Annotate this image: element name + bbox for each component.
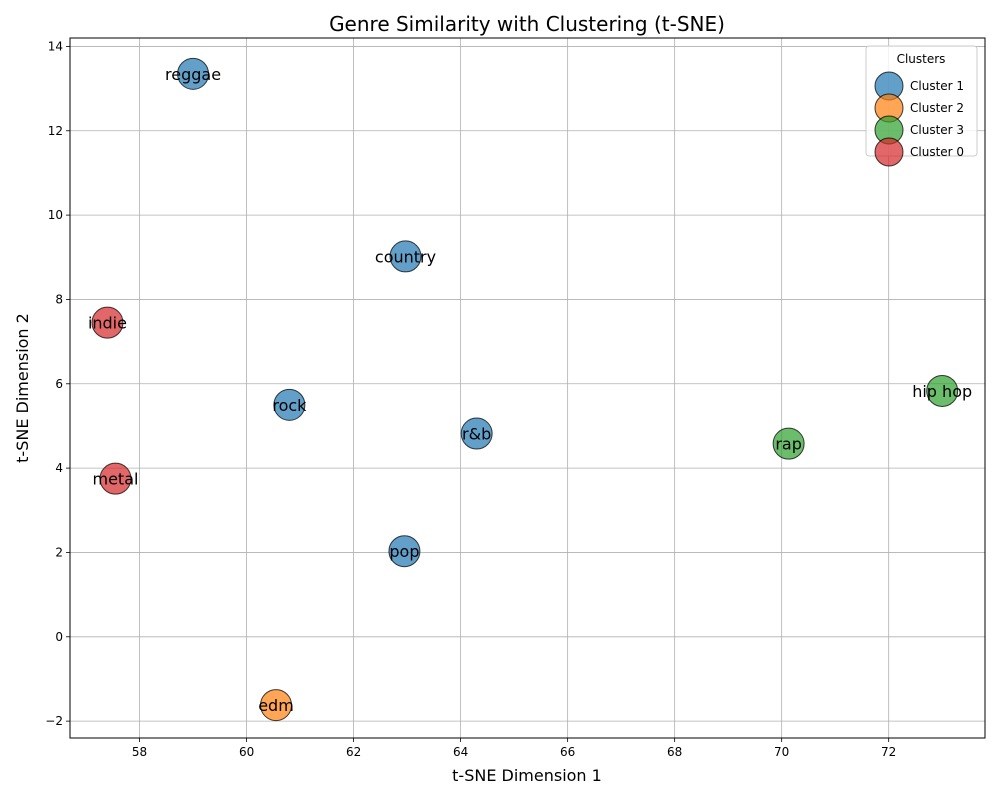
point-label: metal <box>93 470 139 489</box>
x-tick-label: 70 <box>774 745 789 759</box>
legend-items: Cluster 1 Cluster 2 Cluster 3 Cluster 0 <box>874 71 964 167</box>
y-tick-label: 4 <box>55 461 63 475</box>
point-label: reggae <box>165 65 221 84</box>
x-tick-label: 60 <box>239 745 254 759</box>
data-point-rock <box>273 388 306 421</box>
y-axis-label: t-SNE Dimension 2 <box>13 313 32 463</box>
chart-title: Genre Similarity with Clustering (t-SNE) <box>329 12 725 36</box>
y-tick-label: 10 <box>48 208 63 222</box>
plot-frame <box>69 37 986 739</box>
x-tick-label: 68 <box>667 745 682 759</box>
data-point-indie <box>91 306 124 339</box>
data-point-country <box>389 240 422 273</box>
point-label: rap <box>775 435 802 454</box>
x-axis-label: t-SNE Dimension 1 <box>452 766 602 785</box>
point-label: rock <box>272 396 307 415</box>
y-tick-label: 8 <box>55 292 63 306</box>
x-tick-label: 58 <box>132 745 147 759</box>
data-point-hip-hop <box>926 374 959 407</box>
point-label: edm <box>258 696 294 715</box>
y-tick-label: 12 <box>48 124 63 138</box>
grid-lines <box>70 38 985 738</box>
point-label: pop <box>389 542 419 561</box>
point-label: indie <box>88 314 127 333</box>
y-tick-label: −2 <box>45 714 63 728</box>
point-label: hip hop <box>912 382 972 401</box>
data-point-edm <box>260 689 293 722</box>
data-point-rap <box>772 427 805 460</box>
data-point-r-b <box>460 417 493 450</box>
data-point-reggae <box>177 57 210 90</box>
point-labels: reggae country rock r&b pop edm rap hip hop indi… <box>88 65 972 715</box>
x-tick-label: 72 <box>881 745 896 759</box>
point-label: r&b <box>462 425 491 444</box>
data-point-metal <box>99 462 132 495</box>
legend-entry: Cluster 1 <box>910 79 964 93</box>
x-tick-label: 64 <box>453 745 468 759</box>
x-tick-label: 66 <box>560 745 575 759</box>
data-points <box>91 57 959 722</box>
x-tick-label: 62 <box>346 745 361 759</box>
y-tick-label: 14 <box>48 39 63 53</box>
y-tick-label: 6 <box>55 377 63 391</box>
legend-entry: Cluster 3 <box>910 123 964 137</box>
legend-marker <box>874 137 904 167</box>
y-tick-label: 2 <box>55 545 63 559</box>
legend-entry: Cluster 0 <box>910 145 964 159</box>
legend-entry: Cluster 2 <box>910 101 964 115</box>
data-point-pop <box>388 535 421 568</box>
point-label: country <box>375 247 436 266</box>
y-tick-label: 0 <box>55 630 63 644</box>
legend-title: Clusters <box>897 52 946 66</box>
